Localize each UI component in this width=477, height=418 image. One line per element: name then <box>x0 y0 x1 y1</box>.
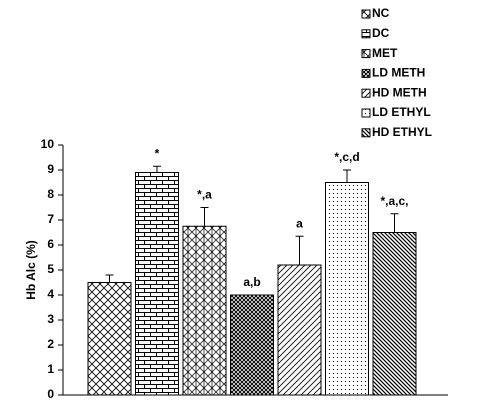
error-bar <box>105 274 114 283</box>
legend-swatch <box>361 68 371 78</box>
annotation: *,c,d <box>334 150 359 164</box>
legend-label: HD METH <box>372 85 427 99</box>
error-bar <box>200 207 209 227</box>
y-tick-label: 0 <box>47 387 54 401</box>
bar <box>135 172 179 396</box>
y-tick-label: 5 <box>47 262 54 276</box>
annotation: a,b <box>243 275 260 289</box>
y-tick-label: 10 <box>41 137 55 151</box>
error-bar <box>390 213 399 233</box>
bar <box>277 264 322 396</box>
bar <box>325 182 369 396</box>
error-bar <box>295 235 304 265</box>
legend-label: LD ETHYL <box>372 105 431 119</box>
legend-swatch <box>361 49 371 59</box>
y-tick-label: 7 <box>47 212 54 226</box>
bar <box>182 225 227 396</box>
legend-swatch <box>361 128 371 138</box>
legend-swatch <box>361 9 371 19</box>
y-tick-label: 2 <box>47 337 54 351</box>
annotation: a <box>296 216 303 230</box>
legend-label: MET <box>372 46 398 60</box>
annotation: *,a <box>197 188 212 202</box>
y-tick-label: 1 <box>47 362 54 376</box>
error-bar <box>153 165 161 173</box>
error-bar <box>343 169 351 183</box>
annotation: * <box>155 146 160 160</box>
bar <box>87 282 132 396</box>
y-tick-label: 6 <box>47 237 54 251</box>
bar <box>230 294 274 396</box>
legend-label: NC <box>372 6 390 20</box>
y-axis-label: Hb Alc (%) <box>24 240 38 300</box>
y-tick-label: 9 <box>47 162 54 176</box>
annotation: *,a,c, <box>380 194 408 208</box>
legend-swatch <box>361 88 371 98</box>
bar <box>372 232 417 396</box>
y-tick-label: 8 <box>47 187 54 201</box>
legend-swatch <box>361 29 371 39</box>
legend-label: LD METH <box>372 66 425 80</box>
legend-swatch <box>361 108 371 118</box>
legend-label: HD ETHYL <box>372 125 432 139</box>
legend-label: DC <box>372 26 390 40</box>
y-tick-label: 3 <box>47 312 54 326</box>
y-tick-label: 4 <box>47 287 54 301</box>
